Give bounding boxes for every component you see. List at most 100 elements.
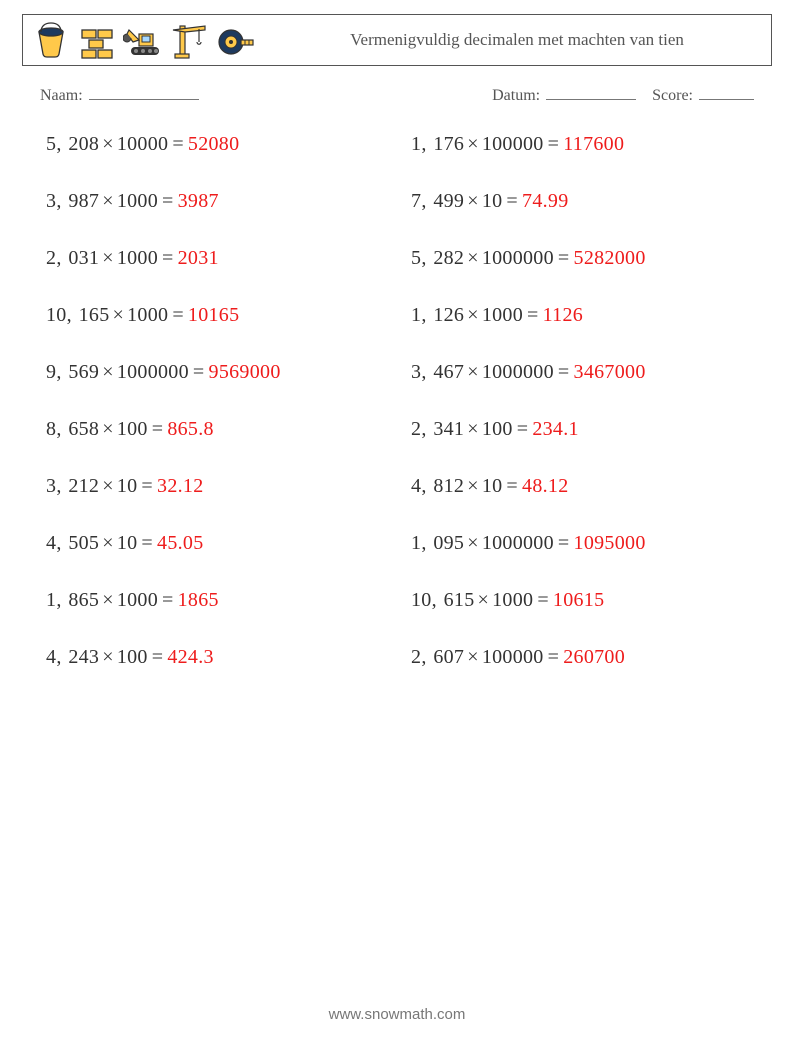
equals-sign: = [544, 133, 564, 155]
multiply-sign: × [464, 532, 482, 554]
answer: 52080 [188, 133, 240, 155]
problem: 2, 607×100000=260700 [411, 646, 748, 669]
problem: 5, 282×1000000=5282000 [411, 247, 748, 270]
date-label: Datum: [492, 87, 540, 104]
problem: 5, 208×10000=52080 [46, 133, 383, 156]
multiply-sign: × [99, 190, 117, 212]
multiply-sign: × [99, 418, 117, 440]
power: 1000 [117, 589, 158, 611]
operand-int: 4 [46, 532, 56, 554]
operand-sep: , [421, 190, 433, 212]
date-field: Datum: [492, 84, 636, 105]
answer: 1865 [178, 589, 219, 611]
operand-int: 3 [46, 475, 56, 497]
power: 1000 [117, 247, 158, 269]
equals-sign: = [513, 418, 533, 440]
operand-dec: 865 [68, 589, 99, 611]
operand-int: 1 [411, 532, 421, 554]
equals-sign: = [523, 304, 543, 326]
problem: 10, 615×1000=10615 [411, 589, 748, 612]
power: 100000 [482, 133, 544, 155]
multiply-sign: × [99, 361, 117, 383]
multiply-sign: × [464, 304, 482, 326]
problem: 4, 505×10=45.05 [46, 532, 383, 555]
operand-dec: 212 [68, 475, 99, 497]
answer: 74.99 [522, 190, 569, 212]
problem: 1, 126×1000=1126 [411, 304, 748, 327]
equals-sign: = [148, 418, 168, 440]
operand-sep: , [421, 133, 433, 155]
header-icons [23, 15, 263, 65]
operand-sep: , [56, 133, 68, 155]
answer: 234.1 [532, 418, 579, 440]
equals-sign: = [544, 646, 564, 668]
equals-sign: = [554, 532, 574, 554]
operand-sep: , [421, 361, 433, 383]
problem: 2, 341×100=234.1 [411, 418, 748, 441]
operand-sep: , [67, 304, 79, 326]
answer: 2031 [178, 247, 219, 269]
multiply-sign: × [464, 247, 482, 269]
equals-sign: = [533, 589, 553, 611]
equals-sign: = [137, 475, 157, 497]
excavator-icon [123, 20, 163, 60]
operand-sep: , [56, 418, 68, 440]
name-field: Naam: [40, 84, 199, 105]
equals-sign: = [148, 646, 168, 668]
answer: 9569000 [209, 361, 281, 383]
date-blank[interactable] [546, 84, 636, 100]
operand-int: 10 [411, 589, 432, 611]
multiply-sign: × [464, 475, 482, 497]
equals-sign: = [158, 589, 178, 611]
operand-int: 4 [411, 475, 421, 497]
answer: 260700 [563, 646, 625, 668]
multiply-sign: × [99, 589, 117, 611]
problem: 3, 212×10=32.12 [46, 475, 383, 498]
operand-sep: , [421, 304, 433, 326]
power: 100 [117, 418, 148, 440]
problem: 4, 812×10=48.12 [411, 475, 748, 498]
multiply-sign: × [99, 475, 117, 497]
operand-sep: , [56, 589, 68, 611]
answer: 865.8 [167, 418, 214, 440]
multiply-sign: × [464, 133, 482, 155]
power: 10 [482, 475, 503, 497]
operand-sep: , [56, 247, 68, 269]
power: 1000000 [482, 247, 554, 269]
answer: 1095000 [574, 532, 646, 554]
operand-int: 9 [46, 361, 56, 383]
answer: 45.05 [157, 532, 204, 554]
problem: 7, 499×10=74.99 [411, 190, 748, 213]
operand-int: 2 [46, 247, 56, 269]
name-label: Naam: [40, 87, 83, 104]
name-blank[interactable] [89, 84, 199, 100]
equals-sign: = [158, 247, 178, 269]
answer: 3987 [178, 190, 219, 212]
power: 100 [482, 418, 513, 440]
problem: 8, 658×100=865.8 [46, 418, 383, 441]
operand-sep: , [432, 589, 444, 611]
worksheet-title: Vermenigvuldig decimalen met machten van… [263, 15, 771, 65]
operand-dec: 243 [68, 646, 99, 668]
equals-sign: = [554, 247, 574, 269]
power: 1000000 [482, 532, 554, 554]
power: 10 [482, 190, 503, 212]
operand-dec: 095 [433, 532, 464, 554]
answer: 48.12 [522, 475, 569, 497]
multiply-sign: × [99, 133, 117, 155]
power: 100 [117, 646, 148, 668]
answer: 424.3 [167, 646, 214, 668]
operand-int: 1 [411, 133, 421, 155]
score-blank[interactable] [699, 84, 754, 100]
operand-dec: 505 [68, 532, 99, 554]
power: 10 [117, 532, 138, 554]
problem: 4, 243×100=424.3 [46, 646, 383, 669]
operand-sep: , [56, 475, 68, 497]
operand-sep: , [421, 646, 433, 668]
power: 10 [117, 475, 138, 497]
operand-dec: 467 [433, 361, 464, 383]
footer-url: www.snowmath.com [0, 1006, 794, 1023]
answer: 1126 [543, 304, 583, 326]
multiply-sign: × [464, 418, 482, 440]
equals-sign: = [502, 190, 522, 212]
